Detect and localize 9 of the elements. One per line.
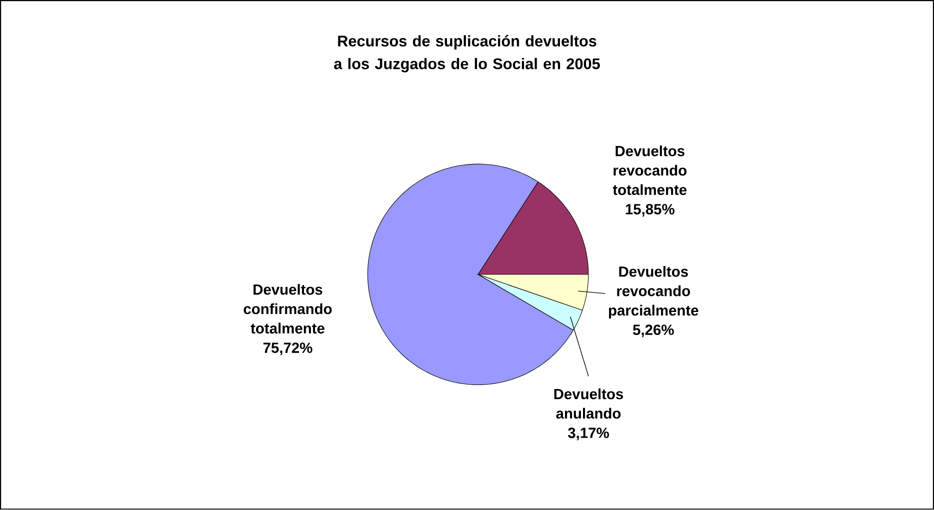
slice-label: Devueltos revocando totalmente: [612, 146, 687, 196]
slice-label: Devueltos revocando parcialmente: [608, 266, 698, 319]
slice-label: Devueltos anulando: [554, 388, 624, 419]
chart-title: Recursos de suplicación devueltos a los Juzgados de lo Social en 2005: [334, 35, 600, 72]
data-label: 3,17%: [568, 428, 609, 440]
data-label: 15,85%: [626, 204, 674, 217]
data-label: 75,72%: [263, 342, 312, 356]
slice-label: Devueltos confirmando totalmente: [244, 284, 332, 334]
data-label: 5,26%: [632, 324, 674, 338]
